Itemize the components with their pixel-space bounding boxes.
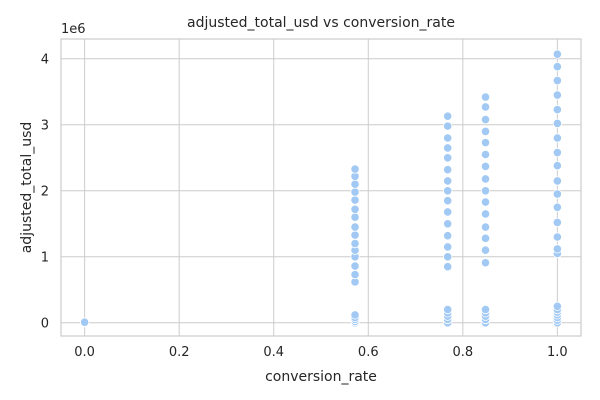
data-point bbox=[552, 217, 562, 228]
x-tick-label: 0.8 bbox=[452, 345, 473, 360]
data-point bbox=[443, 165, 453, 175]
data-point bbox=[443, 207, 453, 217]
data-point bbox=[350, 212, 360, 222]
data-point bbox=[552, 147, 562, 158]
x-tick-label: 0.4 bbox=[263, 345, 284, 360]
data-point bbox=[480, 174, 491, 184]
data-point bbox=[443, 186, 453, 196]
grid bbox=[61, 39, 581, 336]
x-tick-label: 0.0 bbox=[74, 345, 95, 360]
data-point bbox=[480, 245, 491, 255]
data-point bbox=[480, 186, 491, 196]
data-point bbox=[480, 149, 491, 160]
data-point bbox=[480, 197, 491, 207]
data-point bbox=[443, 196, 453, 206]
data-point bbox=[350, 187, 360, 197]
data-point bbox=[480, 161, 491, 171]
data-point bbox=[443, 143, 453, 153]
data-point bbox=[350, 179, 360, 189]
data-point bbox=[480, 92, 491, 102]
data-point bbox=[443, 231, 453, 241]
data-point bbox=[552, 49, 562, 59]
y-axis-label: adjusted_total_usd bbox=[19, 122, 35, 254]
y-tick-label: 4 bbox=[41, 52, 49, 67]
data-point bbox=[350, 230, 360, 240]
scatter-points bbox=[80, 49, 562, 328]
data-point bbox=[480, 222, 491, 232]
data-point bbox=[443, 133, 453, 143]
data-point bbox=[552, 75, 562, 86]
x-tick-label: 0.6 bbox=[358, 345, 379, 360]
data-point bbox=[480, 304, 491, 315]
data-point bbox=[552, 118, 562, 129]
data-point bbox=[480, 114, 491, 125]
plot-frame bbox=[60, 38, 582, 337]
data-point bbox=[350, 261, 360, 271]
y-offset-label: 1e6 bbox=[61, 22, 86, 37]
data-point bbox=[443, 242, 453, 252]
data-point bbox=[443, 219, 453, 229]
data-point bbox=[480, 126, 491, 136]
y-tick-labels: 0 1 2 3 4 bbox=[41, 52, 49, 331]
data-point bbox=[443, 252, 453, 262]
data-point bbox=[552, 133, 562, 143]
data-point bbox=[350, 239, 360, 249]
x-tick-label: 0.2 bbox=[169, 345, 190, 360]
data-point bbox=[350, 270, 360, 280]
data-point bbox=[80, 317, 90, 327]
chart-title: adjusted_total_usd vs conversion_rate bbox=[187, 15, 455, 31]
data-point bbox=[350, 195, 360, 205]
x-tick-label: 1.0 bbox=[547, 345, 568, 360]
data-point bbox=[480, 209, 491, 219]
data-point bbox=[552, 176, 562, 186]
data-point bbox=[350, 222, 360, 232]
data-point bbox=[443, 262, 453, 272]
y-tick-label: 1 bbox=[41, 250, 49, 265]
data-point bbox=[350, 204, 360, 214]
x-tick-labels: 0.0 0.2 0.4 0.6 0.8 1.0 bbox=[74, 345, 567, 360]
data-point bbox=[480, 233, 491, 243]
data-point bbox=[552, 189, 562, 199]
data-point bbox=[552, 244, 562, 254]
data-point bbox=[552, 301, 562, 311]
data-point bbox=[480, 102, 491, 112]
data-point bbox=[552, 90, 562, 100]
data-point bbox=[350, 164, 360, 174]
data-point bbox=[480, 138, 491, 148]
data-point bbox=[443, 111, 453, 121]
data-point bbox=[552, 202, 562, 212]
data-point bbox=[443, 304, 453, 315]
data-point bbox=[443, 121, 453, 131]
data-point bbox=[443, 153, 453, 163]
data-point bbox=[443, 176, 453, 186]
data-point bbox=[552, 62, 562, 72]
data-point bbox=[552, 232, 562, 242]
x-axis-label: conversion_rate bbox=[265, 369, 377, 385]
data-point bbox=[480, 258, 491, 268]
y-tick-label: 0 bbox=[41, 316, 49, 331]
data-point bbox=[552, 161, 562, 171]
y-tick-label: 2 bbox=[41, 184, 49, 199]
data-point bbox=[552, 105, 562, 115]
data-point bbox=[350, 310, 360, 320]
y-tick-label: 3 bbox=[41, 118, 49, 133]
